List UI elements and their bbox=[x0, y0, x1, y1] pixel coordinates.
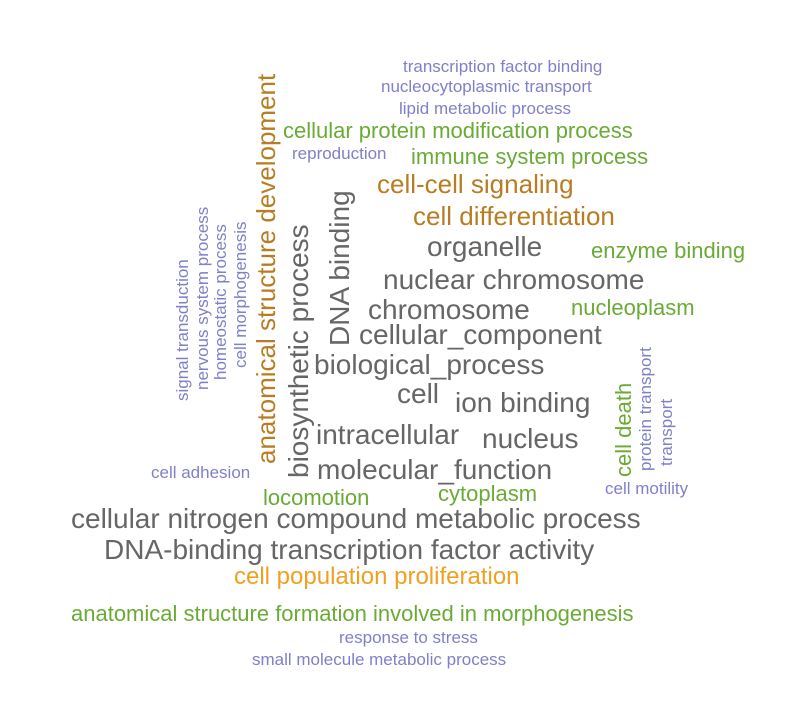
term-cell-population-proliferation: cell population proliferation bbox=[234, 563, 520, 590]
term-nucleus: nucleus bbox=[482, 423, 579, 454]
term-anatomical-structure-formation-involved-in-morphogenesis: anatomical structure formation involved … bbox=[71, 601, 634, 626]
term-biological-process: biological_process bbox=[314, 349, 545, 380]
term-molecular-function: molecular_function bbox=[317, 454, 553, 485]
term-nucleocytoplasmic-transport: nucleocytoplasmic transport bbox=[381, 77, 592, 96]
term-transport: transport bbox=[657, 398, 676, 466]
term-cell-cell-signaling: cell-cell signaling bbox=[377, 169, 574, 199]
term-biosynthetic-process: biosynthetic process bbox=[283, 224, 314, 478]
term-nervous-system-process: nervous system process bbox=[193, 206, 212, 390]
term-cellular-nitrogen-compound-metabolic-process: cellular nitrogen compound metabolic pro… bbox=[71, 503, 641, 534]
term-small-molecule-metabolic-process: small molecule metabolic process bbox=[252, 650, 507, 669]
term-ion-binding: ion binding bbox=[455, 387, 591, 418]
term-cell-motility: cell motility bbox=[605, 479, 689, 498]
term-dna-binding: DNA binding bbox=[324, 190, 355, 346]
term-organelle: organelle bbox=[427, 231, 543, 262]
term-signal-transduction: signal transduction bbox=[173, 259, 192, 401]
term-immune-system-process: immune system process bbox=[411, 144, 649, 169]
term-cellular-protein-modification-process: cellular protein modification process bbox=[283, 118, 633, 143]
term-reproduction: reproduction bbox=[292, 144, 387, 163]
term-enzyme-binding: enzyme binding bbox=[591, 238, 746, 263]
term-response-to-stress: response to stress bbox=[339, 628, 478, 647]
term-cellular-component: cellular_component bbox=[359, 319, 602, 350]
term-homeostatic-process: homeostatic process bbox=[211, 224, 230, 380]
term-locomotion: locomotion bbox=[263, 485, 370, 510]
term-anatomical-structure-development: anatomical structure development bbox=[251, 73, 281, 464]
term-chromosome: chromosome bbox=[368, 294, 530, 325]
term-cell-morphogenesis: cell morphogenesis bbox=[231, 221, 250, 368]
term-cytoplasm: cytoplasm bbox=[438, 481, 538, 506]
term-intracellular: intracellular bbox=[316, 419, 460, 450]
term-cell-death: cell death bbox=[611, 382, 636, 477]
term-lipid-metabolic-process: lipid metabolic process bbox=[399, 99, 571, 118]
term-cell-differentiation: cell differentiation bbox=[413, 201, 615, 231]
term-transcription-factor-binding: transcription factor binding bbox=[403, 57, 603, 76]
term-protein-transport: protein transport bbox=[636, 347, 655, 471]
term-cell-adhesion: cell adhesion bbox=[151, 463, 251, 482]
term-nucleoplasm: nucleoplasm bbox=[571, 295, 695, 320]
term-nuclear-chromosome: nuclear chromosome bbox=[383, 264, 645, 295]
term-cell: cell bbox=[397, 378, 440, 409]
term-dna-binding-transcription-factor-activity: DNA-binding transcription factor activit… bbox=[104, 534, 595, 565]
